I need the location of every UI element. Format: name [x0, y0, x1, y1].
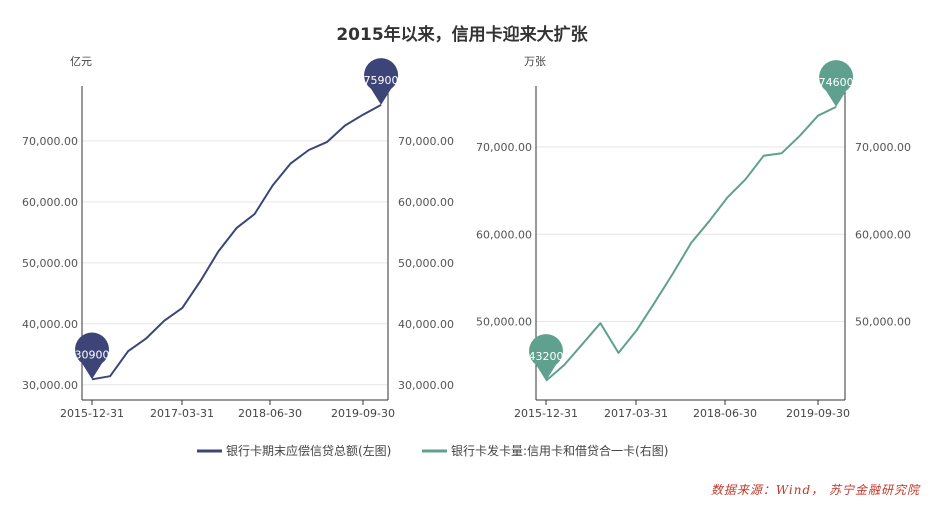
y-tick-label-right: 60,000.00: [398, 196, 454, 209]
marker-label: 30900: [75, 348, 110, 361]
data-marker-pin: 30900: [75, 332, 110, 380]
marker-pin-shape: [75, 332, 109, 380]
x-tick-label: 2015-12-31: [514, 407, 578, 420]
y-tick-label-left: 30,000.00: [22, 379, 78, 392]
x-tick-label: 2017-03-31: [150, 407, 214, 420]
data-marker-pin: 43200: [529, 334, 564, 381]
y-tick-label-left: 70,000.00: [22, 135, 78, 148]
y-tick-label-left: 40,000.00: [22, 318, 78, 331]
legend-item: 银行卡发卡量:信用卡和借贷合一卡(右图): [422, 443, 668, 458]
y-tick-label-right: 40,000.00: [398, 318, 454, 331]
data-marker-pin: 74600: [819, 60, 854, 107]
x-tick-label: 2017-03-31: [604, 407, 668, 420]
legend-label: 银行卡期末应偿信贷总额(左图): [226, 443, 391, 458]
chart-title: 2015年以来，信用卡迎来大扩张: [336, 24, 588, 45]
x-tick-label: 2019-09-30: [331, 407, 395, 420]
right-chart-panel: 50,000.00 50,000.00 60,000.00 60,000.00 70,0…: [476, 55, 911, 420]
source-note: 数据来源：Wind， 苏宁金融研究院: [710, 483, 920, 497]
x-tick-label: 2019-09-30: [786, 407, 850, 420]
marker-label: 75900: [364, 74, 399, 87]
y-tick-label-right: 50,000.00: [855, 316, 911, 329]
marker-pin-shape: [364, 58, 399, 105]
y-tick-label-right: 30,000.00: [398, 379, 454, 392]
y-tick-label-right: 70,000.00: [855, 141, 911, 154]
y-tick-label-left: 60,000.00: [22, 196, 78, 209]
y-tick-label-left: 60,000.00: [476, 228, 532, 241]
x-tick-label: 2015-12-31: [60, 407, 124, 420]
y-tick-label-right: 60,000.00: [855, 228, 911, 241]
legend: 银行卡期末应偿信贷总额(左图) 银行卡发卡量:信用卡和借贷合一卡(右图): [197, 443, 668, 458]
y-tick-label-right: 70,000.00: [398, 135, 454, 148]
legend-item: 银行卡期末应偿信贷总额(左图): [197, 443, 391, 458]
y-tick-label-left: 70,000.00: [476, 141, 532, 154]
legend-label: 银行卡发卡量:信用卡和借贷合一卡(右图): [451, 443, 668, 458]
y-tick-label-left: 50,000.00: [22, 257, 78, 270]
marker-label: 74600: [819, 76, 854, 89]
marker-pin-shape: [819, 60, 854, 107]
marker-pin-shape: [529, 334, 563, 381]
left-chart-panel: 30,000.00 30,000.00 40,000.00 40,000.00 50,0…: [22, 55, 454, 420]
series-line: [545, 106, 837, 382]
x-tick-label: 2018-06-30: [693, 407, 757, 420]
series-line: [91, 104, 382, 381]
marker-label: 43200: [529, 350, 564, 363]
y-tick-label-right: 50,000.00: [398, 257, 454, 270]
y-axis-unit-label: 万张: [524, 55, 546, 68]
x-tick-label: 2018-06-30: [238, 407, 302, 420]
y-tick-label-left: 50,000.00: [476, 316, 532, 329]
y-axis-unit-label: 亿元: [70, 55, 92, 68]
data-marker-pin: 75900: [364, 58, 399, 105]
